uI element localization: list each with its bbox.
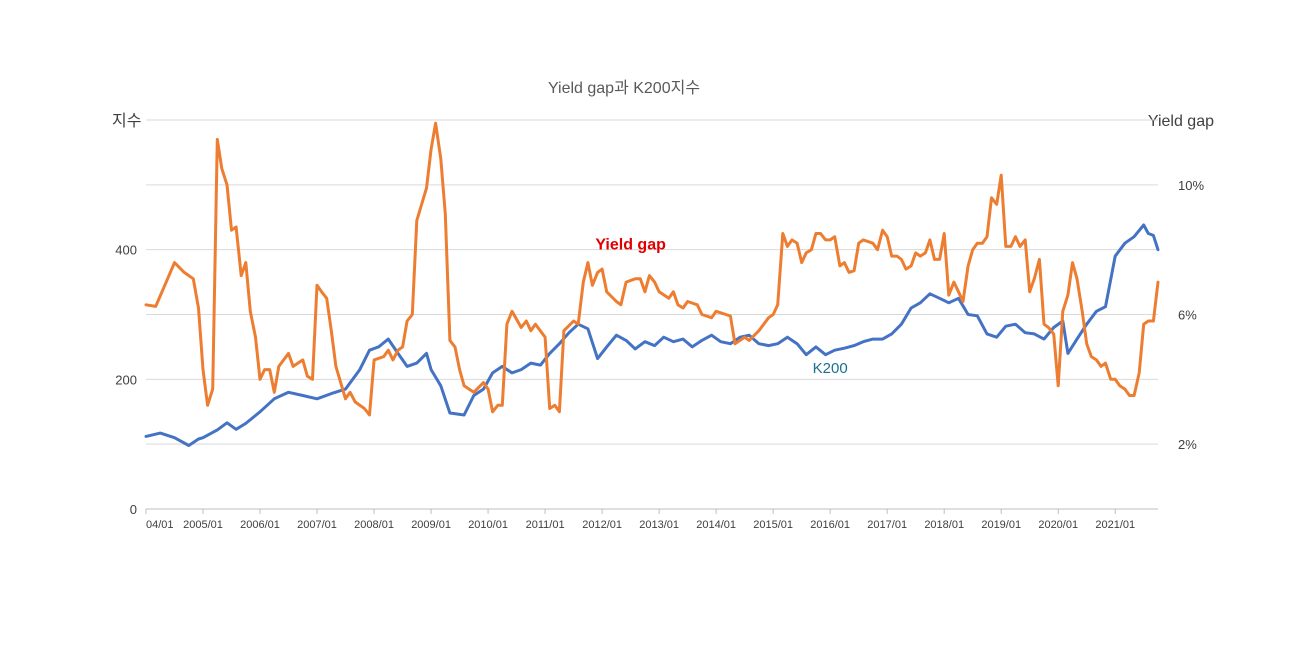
- x-tick-label: 2017/01: [867, 519, 907, 531]
- right-tick-label: 6%: [1178, 308, 1197, 323]
- annotation-k200: K200: [813, 360, 848, 377]
- x-tick-label: 2013/01: [639, 519, 679, 531]
- x-tick-label: 2014/01: [696, 519, 736, 531]
- x-tick-label: 2008/01: [354, 519, 394, 531]
- left-axis-ticks: 0 200 400: [115, 243, 137, 517]
- series-lines: [144, 121, 1160, 447]
- series-line-k200: [144, 223, 1160, 447]
- right-axis-label: Yield gap: [1148, 113, 1214, 130]
- right-tick-label: 2%: [1178, 437, 1197, 452]
- chart-title: Yield gap과 K200지수: [548, 79, 700, 97]
- right-axis-ticks: 2% 6% 10%: [1178, 178, 1204, 452]
- x-axis-ticks: 04/01 2005/01 2006/01 2007/01 2008/01 2009/01…: [145, 509, 1135, 531]
- left-tick-label: 0: [130, 502, 137, 517]
- x-tick-label: 2020/01: [1038, 519, 1078, 531]
- x-tick-label: 2009/01: [411, 519, 451, 531]
- left-tick-label: 200: [115, 372, 137, 387]
- x-tick-label: 2016/01: [810, 519, 850, 531]
- gridlines: [146, 119, 1158, 510]
- x-tick-label: 2021/01: [1095, 519, 1135, 531]
- x-tick-label: 2015/01: [753, 519, 793, 531]
- x-tick-label: 2007/01: [297, 519, 337, 531]
- x-tick-label: 2018/01: [924, 519, 964, 531]
- x-tick-label: 2010/01: [468, 519, 508, 531]
- annotations: Yield gap K200: [595, 237, 847, 377]
- series-line-yield_gap: [144, 121, 1160, 417]
- x-tick-label: 04/01: [146, 519, 174, 531]
- right-tick-label: 10%: [1178, 178, 1204, 193]
- x-tick-label: 2012/01: [582, 519, 622, 531]
- x-tick-label: 2006/01: [240, 519, 280, 531]
- left-tick-label: 400: [115, 243, 137, 258]
- x-tick-label: 2011/01: [526, 519, 565, 531]
- x-tick-label: 2019/01: [981, 519, 1021, 531]
- left-axis-label: 지수: [112, 112, 141, 130]
- annotation-yield_gap: Yield gap: [595, 237, 666, 254]
- x-tick-label: 2005/01: [183, 519, 223, 531]
